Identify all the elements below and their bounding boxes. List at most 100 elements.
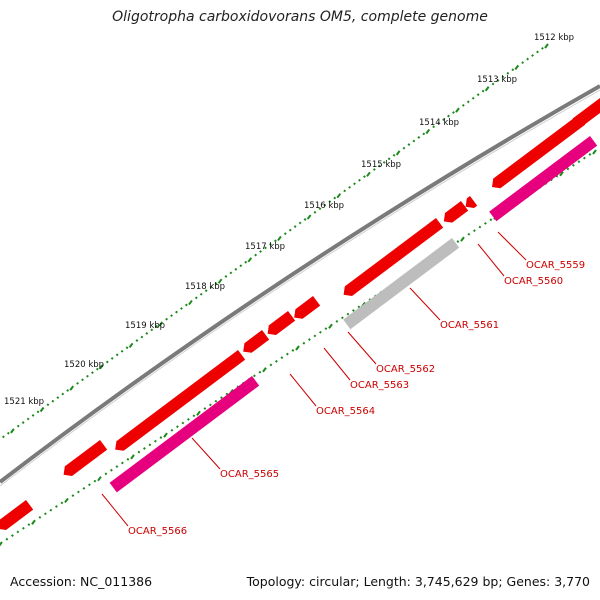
outer-kbp-ticks xyxy=(1,43,549,439)
inner-tick xyxy=(163,432,168,438)
inner-tick xyxy=(159,436,163,439)
outer-tick xyxy=(180,307,183,310)
gene-label-ocar_5560[interactable]: OCAR_5560 xyxy=(504,276,563,287)
inner-tick xyxy=(16,530,20,534)
outer-tick xyxy=(81,378,84,382)
inner-tick xyxy=(357,305,361,309)
inner-tick xyxy=(280,356,284,360)
cds-arrow-OCAR_5565[interactable] xyxy=(109,376,260,493)
gene-label-ocar_5563[interactable]: OCAR_5563 xyxy=(350,380,409,391)
outer-tick xyxy=(544,43,549,49)
kbp-label: 1518 kbp xyxy=(185,282,225,292)
outer-tick xyxy=(293,225,297,228)
outer-tick xyxy=(39,406,45,413)
outer-tick xyxy=(506,71,510,75)
gene-label-ocar_5564[interactable]: OCAR_5564 xyxy=(316,406,375,417)
inner-tick xyxy=(43,512,47,516)
outer-tick xyxy=(91,371,94,375)
gene-label-ocar_5565[interactable]: OCAR_5565 xyxy=(220,469,279,480)
kbp-label: 1514 kbp xyxy=(419,118,459,128)
cds-arrow-strand-1[interactable] xyxy=(492,115,586,189)
outer-tick xyxy=(471,96,475,100)
inner-tick xyxy=(93,479,97,483)
outer-tick xyxy=(259,250,262,253)
leader-line xyxy=(101,493,129,527)
outer-tick xyxy=(536,50,539,54)
inner-tick xyxy=(203,407,207,410)
accession-text: Accession: NC_011386 xyxy=(10,574,153,589)
outer-tick xyxy=(412,139,416,143)
cds-arrow-strand-1[interactable] xyxy=(343,218,444,296)
cds-features[interactable] xyxy=(0,98,600,530)
outer-tick xyxy=(66,389,70,392)
inner-tick xyxy=(588,153,592,156)
leader-line xyxy=(409,287,441,321)
outer-tick xyxy=(484,86,490,92)
inner-tick xyxy=(0,541,3,547)
kbp-label: 1520 kbp xyxy=(64,360,104,370)
inner-tick xyxy=(115,465,119,468)
outer-tick xyxy=(224,275,228,278)
gene-labels[interactable]: OCAR_5559 OCAR_5560 OCAR_5561 OCAR_5562 OCAR… xyxy=(101,231,585,537)
outer-tick xyxy=(51,399,55,403)
outer-tick xyxy=(461,103,465,107)
inner-tick xyxy=(489,218,493,222)
cds-arrow-strand-1[interactable] xyxy=(443,201,469,223)
outer-tick xyxy=(437,121,441,125)
outer-tick xyxy=(254,253,258,257)
outer-tick xyxy=(217,278,223,284)
outer-tick xyxy=(283,232,287,236)
inner-tick xyxy=(571,163,575,167)
outer-tick xyxy=(422,132,426,136)
inner-tick xyxy=(181,421,185,425)
kbp-label: 1521 kbp xyxy=(4,397,44,407)
cds-arrow-OCAR_5559[interactable] xyxy=(489,136,598,222)
outer-tick xyxy=(273,239,277,243)
inner-tick xyxy=(143,447,146,450)
inner-tick xyxy=(77,490,80,494)
leader-line xyxy=(477,243,505,277)
outer-tick xyxy=(239,264,243,268)
outer-tick xyxy=(392,153,396,157)
cds-arrow-strand-1[interactable] xyxy=(465,196,478,208)
cds-arrow-strand-1[interactable] xyxy=(294,296,321,319)
outer-tick xyxy=(348,185,351,189)
gene-label-ocar_5566[interactable]: OCAR_5566 xyxy=(128,526,187,537)
inner-tick xyxy=(582,156,586,160)
outer-tick xyxy=(343,189,347,193)
inner-tick xyxy=(88,483,91,487)
inner-tick xyxy=(121,461,124,465)
cds-arrow-OCAR_5561[interactable] xyxy=(343,238,460,330)
leader-line xyxy=(289,373,317,407)
inner-tick xyxy=(324,327,328,331)
cds-arrow-strand-1[interactable] xyxy=(63,440,108,476)
inner-tick xyxy=(467,232,471,236)
cds-arrow-strand-1[interactable] xyxy=(243,330,270,353)
outer-tick xyxy=(303,218,307,221)
kbp-label: 1512 kbp xyxy=(534,33,574,43)
inner-tick xyxy=(225,392,229,396)
outer-tick xyxy=(288,228,292,232)
inner-tick xyxy=(192,414,196,418)
inner-tick xyxy=(559,171,564,177)
inner-tick xyxy=(137,450,141,454)
cds-arrow-strand-1[interactable] xyxy=(0,500,34,530)
outer-tick xyxy=(452,111,455,114)
gene-label-ocar_5559[interactable]: OCAR_5559 xyxy=(526,260,585,271)
inner-tick xyxy=(566,167,570,171)
outer-tick xyxy=(455,107,460,113)
outer-tick xyxy=(244,260,248,264)
gene-label-ocar_5561[interactable]: OCAR_5561 xyxy=(440,320,499,331)
inner-tick xyxy=(318,330,322,334)
inner-tick xyxy=(258,370,262,374)
cds-arrow-strand-1[interactable] xyxy=(267,311,296,335)
gene-label-ocar_5562[interactable]: OCAR_5562 xyxy=(376,364,435,375)
inner-tick xyxy=(97,476,102,482)
inner-tick xyxy=(209,403,212,407)
cds-arrow-strand-1[interactable] xyxy=(115,350,246,451)
inner-tick xyxy=(71,494,75,498)
outer-tick xyxy=(442,118,445,122)
outer-tick xyxy=(501,75,505,79)
